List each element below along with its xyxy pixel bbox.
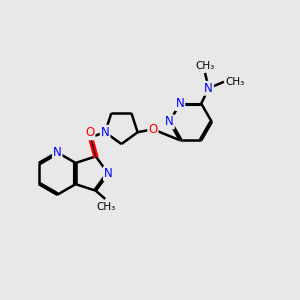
Text: N: N xyxy=(204,82,213,95)
Text: N: N xyxy=(176,97,184,110)
Text: N: N xyxy=(165,116,174,128)
Text: CH₃: CH₃ xyxy=(195,61,215,71)
Text: N: N xyxy=(53,146,62,159)
Text: O: O xyxy=(85,126,94,139)
Text: O: O xyxy=(148,123,158,136)
Text: N: N xyxy=(104,167,112,180)
Text: CH₃: CH₃ xyxy=(225,77,244,87)
Text: CH₃: CH₃ xyxy=(97,202,116,212)
Text: N: N xyxy=(101,126,110,139)
